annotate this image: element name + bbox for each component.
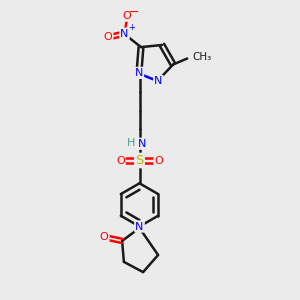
Text: O: O	[116, 155, 125, 166]
Text: N: N	[138, 139, 146, 149]
Text: O: O	[154, 155, 163, 166]
Text: H: H	[127, 138, 135, 148]
Text: −: −	[128, 5, 139, 19]
Text: N: N	[135, 68, 143, 78]
Text: O: O	[122, 11, 131, 21]
Text: N: N	[135, 221, 144, 232]
Text: CH₃: CH₃	[193, 52, 212, 62]
Text: O: O	[103, 32, 112, 42]
Text: +: +	[128, 22, 134, 32]
Text: S: S	[135, 154, 144, 167]
Text: N: N	[154, 76, 163, 86]
Text: O: O	[100, 232, 109, 242]
Text: N: N	[120, 28, 129, 39]
